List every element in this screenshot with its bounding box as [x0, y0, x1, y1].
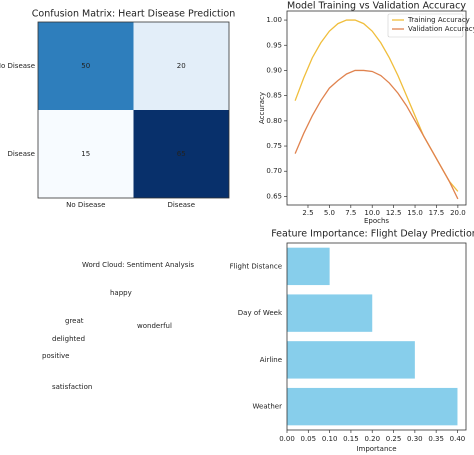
x-axis-label: Importance [356, 445, 396, 453]
word: satisfaction [52, 383, 92, 391]
y-tick-label: 0.80 [266, 117, 282, 125]
cell-label: 65 [177, 150, 186, 158]
legend-box [387, 13, 464, 38]
heatmap-cell [38, 110, 134, 198]
y-tick-label: Day of Week [238, 309, 283, 317]
chart-title: Feature Importance: Flight Delay Predict… [271, 229, 474, 240]
word: happy [110, 289, 132, 297]
word: wonderful [137, 322, 172, 330]
x-axis-label: Epochs [364, 217, 389, 225]
y-tick-label: Disease [7, 150, 35, 158]
x-tick-label: 0.30 [407, 435, 423, 443]
x-tick-label: 0.25 [386, 435, 402, 443]
heatmap-cell [38, 22, 134, 110]
chart-title: Confusion Matrix: Heart Disease Predicti… [32, 9, 235, 20]
x-tick-label: 17.5 [429, 209, 445, 217]
x-tick-label: 12.5 [386, 209, 402, 217]
legend-label: Training Accuracy [407, 16, 470, 24]
bar [287, 247, 330, 286]
x-tick-label: 0.15 [343, 435, 359, 443]
y-axis-label: Accuracy [258, 92, 266, 124]
cell-label: 15 [81, 150, 90, 158]
cell-label: 50 [81, 62, 90, 70]
bar [287, 387, 458, 426]
y-tick-label: 0.65 [266, 192, 282, 200]
x-tick-label: 20.0 [450, 209, 466, 217]
plot-frame [286, 242, 467, 431]
legend-label: Validation Accuracy [408, 25, 474, 33]
x-tick-label: 5.0 [324, 209, 335, 217]
x-tick-label: 10.0 [364, 209, 380, 217]
y-tick-label: 1.00 [266, 16, 282, 24]
bar [287, 341, 415, 379]
word: great [65, 317, 84, 325]
chart-title: Word Cloud: Sentiment Analysis [82, 261, 194, 269]
word: delighted [52, 335, 85, 343]
y-tick-label: Weather [253, 403, 283, 411]
y-tick-label: 0.85 [266, 92, 282, 100]
y-tick-label: Flight Distance [230, 262, 282, 270]
heatmap-cell [133, 22, 229, 110]
line-series [294, 69, 459, 200]
x-tick-label: 2.5 [302, 209, 313, 217]
plot-frame [286, 10, 467, 206]
plot-frame [37, 21, 230, 199]
y-tick-label: 0.95 [266, 41, 282, 49]
x-tick-label: 0.40 [450, 435, 466, 443]
x-tick-label: 0.10 [322, 435, 338, 443]
x-tick-label: 0.00 [279, 435, 295, 443]
y-tick-label: 0.70 [266, 167, 282, 175]
x-tick-label: 0.20 [364, 435, 380, 443]
y-tick-label: No Disease [0, 62, 35, 70]
x-tick-label: 7.5 [345, 209, 356, 217]
line-series [294, 19, 459, 192]
x-tick-label: 0.05 [301, 435, 317, 443]
y-tick-label: Airline [260, 356, 282, 364]
x-tick-label: 15.0 [407, 209, 423, 217]
word: positive [42, 352, 69, 360]
y-tick-label: 0.90 [266, 66, 282, 74]
y-tick-label: 0.75 [266, 142, 282, 150]
x-tick-label: No Disease [66, 201, 105, 209]
chart-title: Model Training vs Validation Accuracy [287, 1, 466, 12]
x-tick-label: 0.35 [428, 435, 444, 443]
cell-label: 20 [177, 62, 186, 70]
bar [287, 294, 373, 332]
heatmap-cell [133, 110, 229, 198]
x-tick-label: Disease [167, 201, 195, 209]
